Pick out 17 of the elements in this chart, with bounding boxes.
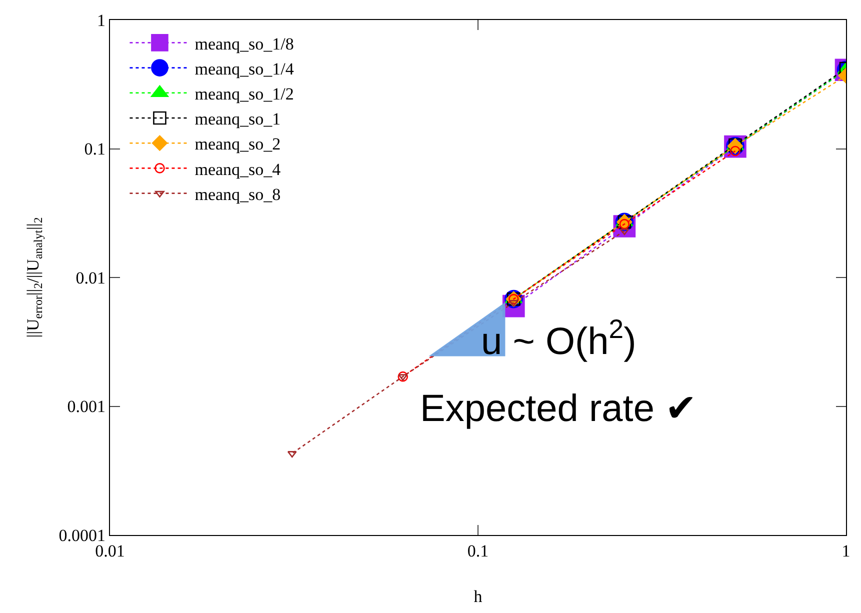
legend-label: meanq_so_1/2	[194, 84, 294, 104]
x-axis-title: h	[474, 586, 483, 606]
annotation: Expected rate ✔	[420, 388, 698, 430]
x-tick-label: 0.1	[467, 542, 489, 561]
y-tick-label: 1	[96, 10, 106, 30]
annotation: u ~ O(h$^{2}$)	[481, 314, 636, 363]
y-tick-label: 0.001	[67, 397, 106, 416]
legend-label: meanq_so_1/4	[194, 59, 294, 78]
y-tick-label: 0.1	[84, 140, 106, 159]
legend-label: meanq_so_2	[194, 134, 281, 154]
legend-label: meanq_so_1/8	[194, 34, 294, 54]
legend-label: meanq_so_8	[194, 184, 281, 204]
legend-label: meanq_so_4	[194, 160, 282, 179]
legend-label: meanq_so_1	[194, 110, 281, 129]
x-tick-label: 1	[842, 542, 850, 561]
y-tick-label: 0.0001	[58, 526, 106, 545]
y-tick-label: 0.01	[76, 268, 106, 288]
